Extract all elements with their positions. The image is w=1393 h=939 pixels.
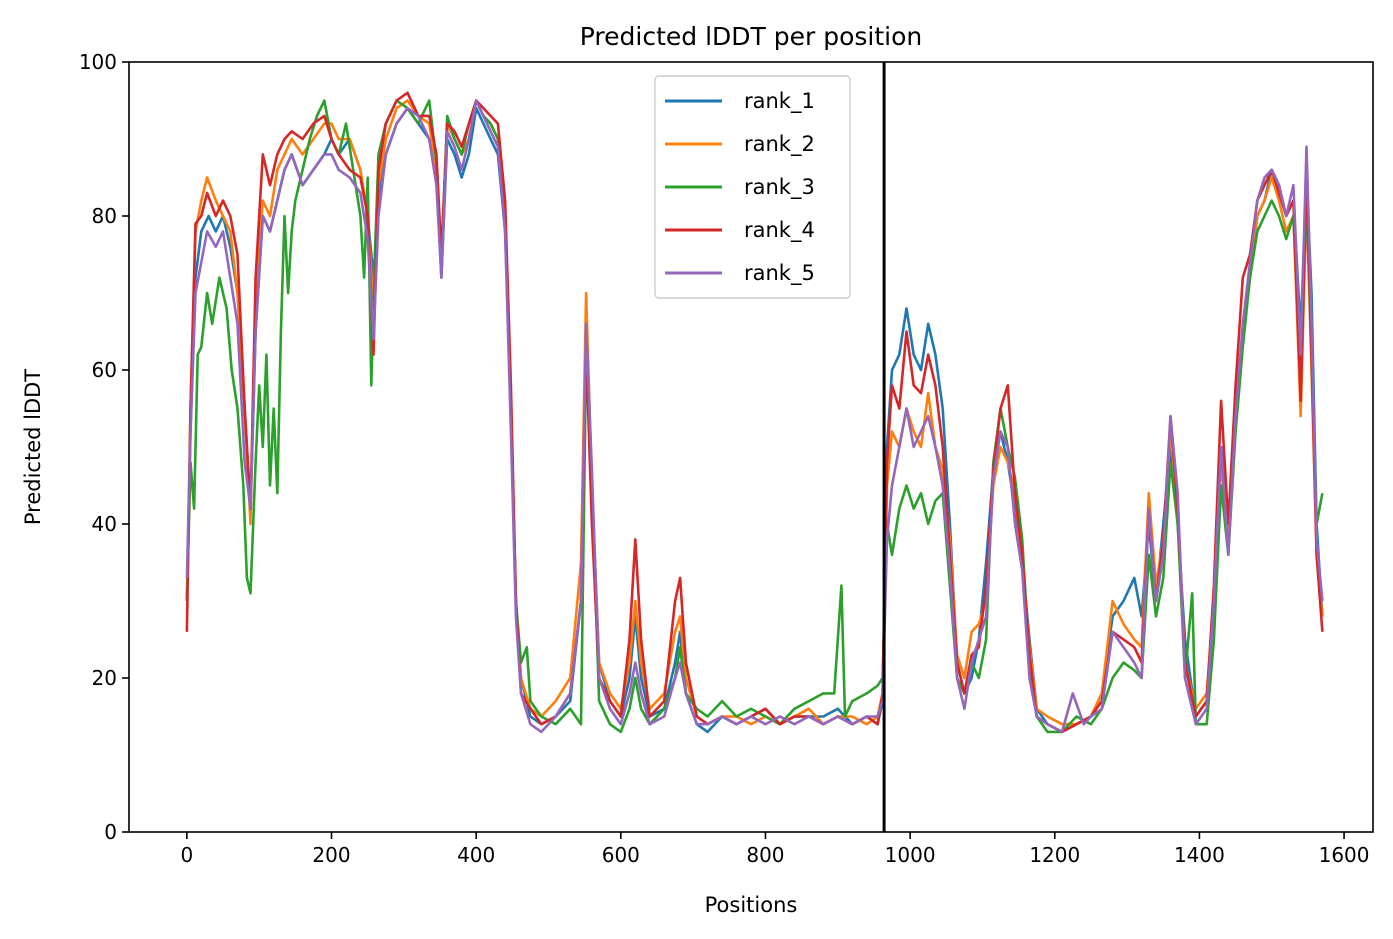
x-axis-label: Positions: [705, 893, 798, 917]
chart-title: Predicted lDDT per position: [580, 22, 922, 51]
x-tick-label: 1400: [1174, 843, 1225, 867]
plot-frame: [128, 61, 1374, 833]
y-tick-label: 80: [92, 204, 117, 228]
x-tick-label: 0: [180, 843, 193, 867]
plot-area: [128, 61, 1374, 833]
legend-frame: [654, 75, 851, 299]
series-line-rank_3: [185, 99, 1324, 734]
x-tick-label: 400: [457, 843, 495, 867]
legend-label-rank_1: rank_1: [744, 89, 815, 114]
legend-label-rank_5: rank_5: [744, 261, 815, 286]
y-tick-label: 60: [92, 358, 117, 382]
y-tick-label: 0: [104, 820, 117, 844]
legend-label-rank_2: rank_2: [744, 132, 815, 157]
legend-label-rank_4: rank_4: [744, 218, 815, 243]
x-axis: 0 200 400 600 800 1000 1200 1400 1600: [180, 832, 1370, 867]
legend-label-rank_3: rank_3: [744, 175, 815, 200]
series-line-rank_5: [185, 99, 1324, 734]
y-tick-label: 100: [79, 50, 117, 74]
x-tick-label: 1600: [1319, 843, 1370, 867]
y-tick-label: 20: [92, 666, 117, 690]
x-tick-label: 1200: [1029, 843, 1080, 867]
series-group: [185, 91, 1324, 734]
y-axis-label: Predicted lDDT: [21, 369, 45, 525]
y-axis: 0 20 40 60 80 100: [79, 50, 129, 844]
x-tick-label: 800: [746, 843, 784, 867]
legend: rank_1 rank_2 rank_3 rank_4 rank_5: [654, 75, 851, 299]
x-tick-label: 600: [602, 843, 640, 867]
x-tick-label: 200: [312, 843, 350, 867]
x-tick-label: 1000: [885, 843, 936, 867]
y-tick-label: 40: [92, 512, 117, 536]
